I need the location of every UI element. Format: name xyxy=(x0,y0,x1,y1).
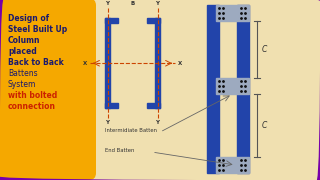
Text: End Batten: End Batten xyxy=(105,148,134,153)
Text: Y: Y xyxy=(156,1,159,6)
Text: Intermidiate Batten: Intermidiate Batten xyxy=(105,128,157,133)
Bar xyxy=(207,5,219,173)
Text: B: B xyxy=(130,1,135,6)
Text: System: System xyxy=(8,80,36,89)
Text: Column: Column xyxy=(8,36,41,45)
Bar xyxy=(155,18,160,108)
Text: Y: Y xyxy=(106,1,109,6)
Text: X: X xyxy=(83,61,87,66)
Text: Steel Built Up: Steel Built Up xyxy=(8,25,67,34)
Text: Y: Y xyxy=(106,120,109,125)
Bar xyxy=(105,103,118,108)
Text: C: C xyxy=(262,121,268,130)
Bar xyxy=(147,103,160,108)
Text: placed: placed xyxy=(8,47,37,56)
Text: connection: connection xyxy=(8,102,56,111)
Bar xyxy=(105,18,118,23)
FancyBboxPatch shape xyxy=(0,0,96,180)
Bar xyxy=(237,5,249,173)
Bar xyxy=(216,157,249,173)
Text: Y: Y xyxy=(156,120,159,125)
Bar xyxy=(216,5,249,21)
Bar xyxy=(147,18,160,23)
Bar xyxy=(105,18,110,108)
Text: Design of: Design of xyxy=(8,14,49,23)
Text: Back to Back: Back to Back xyxy=(8,58,64,67)
Text: C: C xyxy=(262,45,268,54)
Text: X: X xyxy=(178,61,182,66)
Text: with bolted: with bolted xyxy=(8,91,57,100)
Bar xyxy=(216,78,249,94)
Text: Battens: Battens xyxy=(8,69,38,78)
